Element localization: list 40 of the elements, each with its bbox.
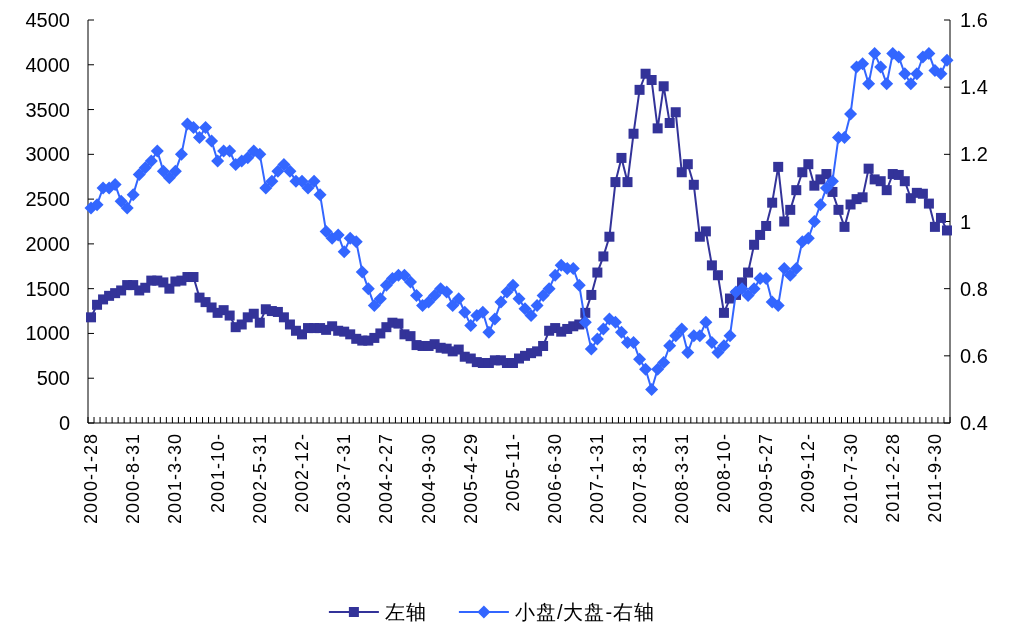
x-tick-label: 2003-7-31	[334, 433, 355, 525]
y2-tick-label: 1.2	[960, 143, 988, 166]
x-tick-label: 2002-5-31	[249, 433, 270, 525]
x-tick-label: 2009-12-	[798, 433, 819, 514]
x-tick-label: 2007-8-31	[629, 433, 650, 525]
y-tick-label: 1500	[25, 277, 70, 300]
x-tick-label: 2005-4-29	[460, 433, 481, 525]
y-tick-label: 2500	[25, 188, 70, 211]
y-tick-label: 0	[58, 412, 70, 434]
x-tick-label: 2007-1-31	[587, 433, 608, 525]
y2-tick-label: 1	[960, 210, 972, 233]
y-tick-label: 3000	[25, 143, 70, 166]
y2-tick-label: 0.6	[960, 344, 988, 367]
y-tick-label: 1000	[25, 322, 70, 345]
x-tick-label: 2002-12-	[291, 433, 312, 514]
x-tick-label: 2000-8-31	[123, 433, 144, 525]
x-tick-label: 2010-7-30	[840, 433, 861, 525]
legend-label: 左轴	[384, 601, 427, 623]
x-tick-label: 2005-11-	[502, 433, 523, 512]
x-tick-label: 2004-9-30	[418, 433, 439, 525]
y2-tick-label: 1.6	[960, 9, 988, 31]
x-tick-label: 2011-2-28	[882, 433, 903, 523]
x-tick-label: 2009-5-27	[756, 433, 777, 525]
x-tick-label: 2008-3-31	[671, 433, 692, 525]
y-tick-label: 4500	[25, 9, 70, 31]
x-tick-label: 2008-10-	[713, 433, 734, 514]
y-tick-label: 500	[36, 367, 70, 390]
x-tick-label: 2011-9-30	[924, 433, 945, 523]
legend-label: 小盘/大盘-右轴	[514, 601, 656, 623]
x-tick-label: 2006-6-30	[545, 433, 566, 525]
y2-tick-label: 1.4	[960, 76, 988, 99]
y2-tick-label: 0.8	[960, 277, 988, 300]
y-tick-label: 4000	[25, 53, 70, 76]
x-tick-label: 2001-10-	[207, 433, 228, 514]
x-tick-label: 2000-1-28	[81, 433, 102, 525]
y-tick-label: 3500	[25, 98, 70, 121]
y-tick-label: 2000	[25, 232, 70, 255]
y2-tick-label: 0.4	[960, 412, 988, 434]
x-tick-label: 2004-2-27	[376, 433, 397, 525]
x-tick-label: 2001-3-30	[165, 433, 186, 525]
